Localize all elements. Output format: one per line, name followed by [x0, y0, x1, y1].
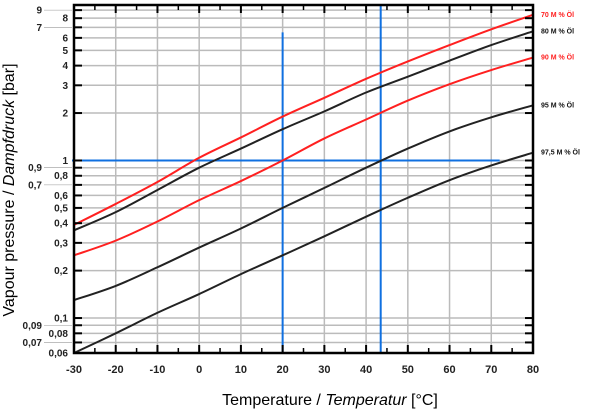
y-tick-label: 4 [62, 61, 68, 72]
x-tick-label: -20 [108, 364, 124, 376]
series-label: 80 M % Öl [541, 26, 574, 35]
x-tick-label: 30 [318, 364, 330, 376]
y-axis-label: Vapour pressure / Dampfdruck [bar] [1, 63, 18, 316]
series-lines [73, 13, 534, 354]
series-line [73, 30, 534, 232]
y-tick-label: 6 [62, 33, 68, 44]
y-tick-label: 0,3 [54, 238, 68, 249]
series-label: 95 M % Öl [541, 100, 574, 109]
y-tick-label: 0,2 [54, 266, 68, 277]
y-tick-label: 3 [62, 81, 68, 92]
y-tick-label: 0,08 [49, 329, 69, 340]
y-tick-label: 8 [62, 14, 68, 25]
x-tick-label: 20 [277, 364, 289, 376]
y-tick-label: 0,4 [54, 219, 68, 230]
y-tick-label: 5 [62, 46, 68, 57]
plot-frame [72, 3, 535, 355]
reference-lines [72, 5, 500, 353]
grid [73, 5, 534, 354]
axis-ticks: -30 -20 -10 0 10 20 30 40 50 60 70 80 0,06 0,07 0,08 0,… [23, 5, 539, 376]
y-tick-label: 9 [36, 6, 42, 17]
x-tick-label: 50 [402, 364, 414, 376]
y-tick-label: 2 [62, 109, 68, 120]
x-tick-label: -10 [150, 364, 166, 376]
series-labels: 70 M % Öl 80 M % Öl 90 M % Öl 95 M % Öl 97,5… [541, 10, 580, 157]
y-tick-label: 0,5 [54, 203, 68, 214]
y-tick-label: 0,9 [28, 163, 42, 174]
x-tick-label: -30 [66, 364, 82, 376]
y-tick-label: 0,7 [28, 180, 42, 191]
y-tick-label: 0,09 [23, 321, 43, 332]
y-tick-label: 1 [62, 156, 68, 167]
y-tick-label: 0,1 [54, 314, 68, 325]
series-label: 70 M % Öl [541, 10, 574, 19]
y-tick-label: 0,8 [54, 171, 68, 182]
series-line [73, 104, 534, 302]
y-tick-label: 7 [36, 23, 42, 34]
series-line [73, 151, 534, 354]
y-tick-label: 0,06 [49, 349, 69, 360]
x-tick-label: 0 [196, 364, 202, 376]
x-tick-label: 40 [360, 364, 372, 376]
series-label: 97,5 M % Öl [541, 148, 580, 157]
x-tick-label: 10 [235, 364, 247, 376]
series-line [73, 13, 534, 226]
series-label: 90 M % Öl [541, 53, 574, 62]
x-tick-label: 60 [443, 364, 455, 376]
x-tick-label: 70 [485, 364, 497, 376]
x-tick-label: 80 [527, 364, 539, 376]
x-axis-label: Temperature / Temperatur [°C] [222, 392, 438, 409]
series-line [73, 56, 534, 257]
y-tick-label: 0,6 [54, 191, 68, 202]
y-tick-label: 0,07 [23, 338, 43, 349]
